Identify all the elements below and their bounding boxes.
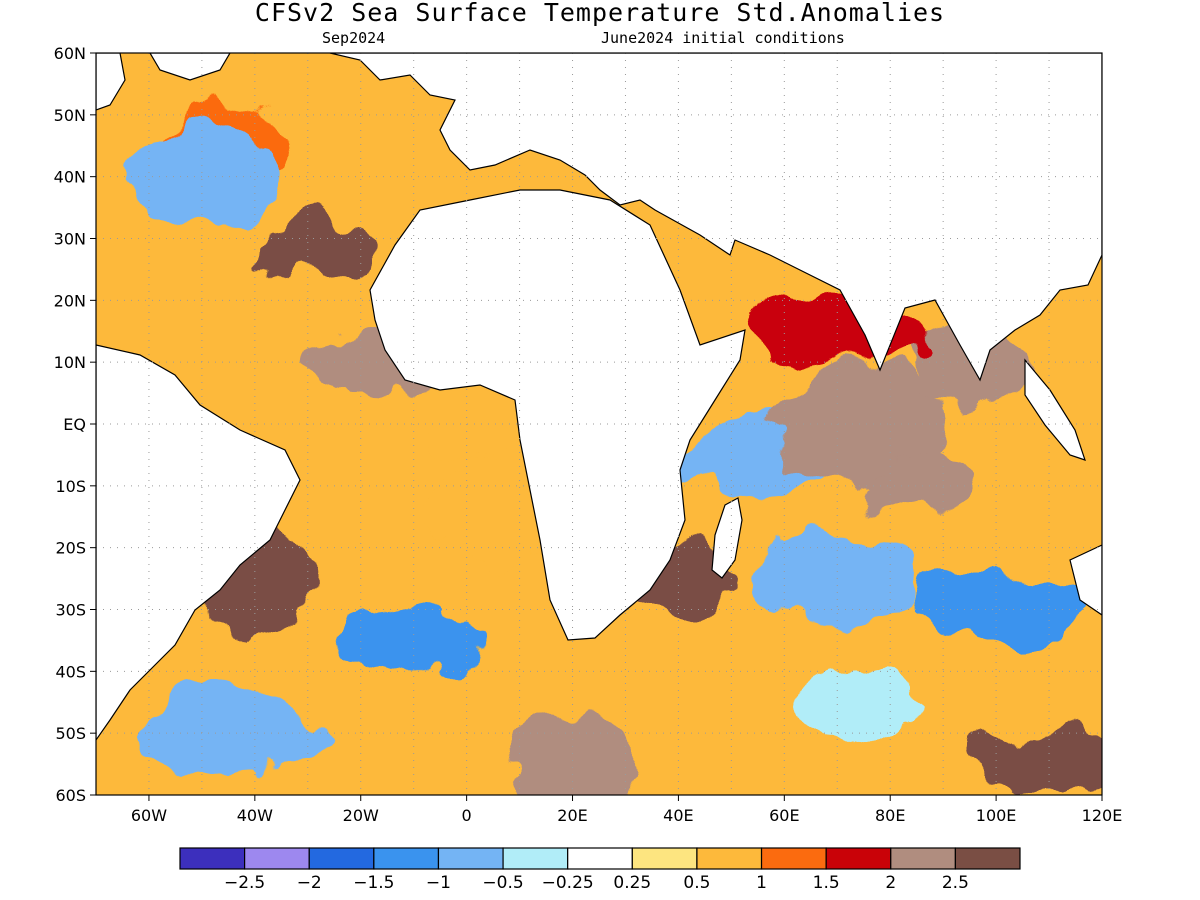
lat-label: 60N bbox=[54, 44, 86, 63]
lon-label: 20W bbox=[343, 806, 379, 825]
legend-swatch bbox=[244, 847, 310, 870]
lat-label: 50S bbox=[55, 724, 86, 743]
forecast-month: Sep2024 bbox=[322, 29, 386, 47]
south-america-land bbox=[96, 344, 301, 742]
anomaly-region bbox=[861, 455, 972, 516]
legend-label: 0.25 bbox=[613, 873, 651, 893]
legend-label: −0.5 bbox=[482, 873, 523, 893]
anomaly-region bbox=[426, 466, 561, 567]
lat-label: 30N bbox=[54, 230, 86, 249]
legend-swatch bbox=[954, 847, 1021, 870]
latitude-labels: 60N 50N 40N 30N 20N 10N EQ 10S 20S 30S 40S 50S 60S bbox=[54, 44, 86, 805]
africa-land bbox=[369, 189, 746, 641]
lon-label: 60E bbox=[769, 806, 799, 825]
lat-label: 10N bbox=[54, 353, 86, 372]
lat-label: 60S bbox=[55, 786, 86, 805]
lon-label: 0 bbox=[462, 806, 472, 825]
madagascar-land bbox=[711, 497, 743, 579]
australia-land bbox=[1069, 544, 1102, 616]
lon-label: 40E bbox=[663, 806, 693, 825]
anomaly-region bbox=[137, 693, 320, 774]
anomaly-region bbox=[970, 734, 1102, 795]
eurasia-land bbox=[329, 53, 1102, 382]
anomaly-region bbox=[252, 220, 363, 281]
legend-swatch bbox=[373, 847, 440, 870]
lon-label: 40W bbox=[237, 806, 273, 825]
legend-label: −1 bbox=[426, 873, 451, 893]
lon-label: 100E bbox=[976, 806, 1017, 825]
lat-label: 40S bbox=[55, 662, 86, 681]
lat-label: EQ bbox=[63, 415, 86, 434]
legend-swatch bbox=[631, 847, 698, 870]
lat-label: 10S bbox=[55, 477, 86, 496]
legend-swatch bbox=[825, 847, 892, 870]
lat-label: 20N bbox=[54, 291, 86, 310]
legend-swatch bbox=[179, 847, 246, 870]
lat-label: 30S bbox=[55, 601, 86, 620]
longitude-labels: 60W 40W 20W 0 20E 40E 60E 80E 100E 120E bbox=[131, 806, 1122, 825]
axis-ticks bbox=[90, 52, 1103, 801]
legend-label: −2.5 bbox=[224, 873, 265, 893]
legend-label: −1.5 bbox=[353, 873, 394, 893]
lon-label: 60W bbox=[131, 806, 167, 825]
anomaly-region bbox=[905, 579, 1088, 640]
north-america-land bbox=[96, 53, 126, 111]
legend-swatch bbox=[502, 847, 569, 870]
legend-swatch bbox=[308, 847, 375, 870]
legend-label: 2.5 bbox=[942, 873, 969, 893]
sumatra-land bbox=[1024, 358, 1086, 461]
graticule bbox=[96, 53, 1102, 795]
legend-swatch bbox=[696, 847, 763, 870]
initial-conditions-label: June2024 initial conditions bbox=[601, 29, 845, 47]
land-masses bbox=[96, 53, 1102, 742]
legend-swatch bbox=[567, 847, 633, 870]
lat-label: 40N bbox=[54, 168, 86, 187]
legend-label: −0.25 bbox=[542, 873, 594, 893]
legend-swatch bbox=[890, 847, 956, 870]
legend-label: −2 bbox=[297, 873, 322, 893]
legend-swatch bbox=[760, 847, 827, 870]
lon-label: 80E bbox=[875, 806, 905, 825]
legend-label: 1.5 bbox=[813, 873, 840, 893]
anomaly-region bbox=[334, 610, 493, 671]
lon-label: 20E bbox=[557, 806, 587, 825]
legend-label: 1 bbox=[756, 873, 767, 893]
anomaly-region bbox=[772, 374, 955, 474]
greenland-land bbox=[149, 53, 231, 81]
chart-title: CFSv2 Sea Surface Temperature Std.Anomal… bbox=[254, 0, 946, 27]
lon-label: 120E bbox=[1082, 806, 1123, 825]
lat-label: 50N bbox=[54, 106, 86, 125]
legend-label: 2 bbox=[885, 873, 896, 893]
lat-label: 20S bbox=[55, 539, 86, 558]
legend-swatch bbox=[437, 847, 504, 870]
anomaly-region bbox=[808, 662, 919, 743]
legend-label: 0.5 bbox=[683, 873, 710, 893]
anomaly-region bbox=[505, 714, 640, 795]
